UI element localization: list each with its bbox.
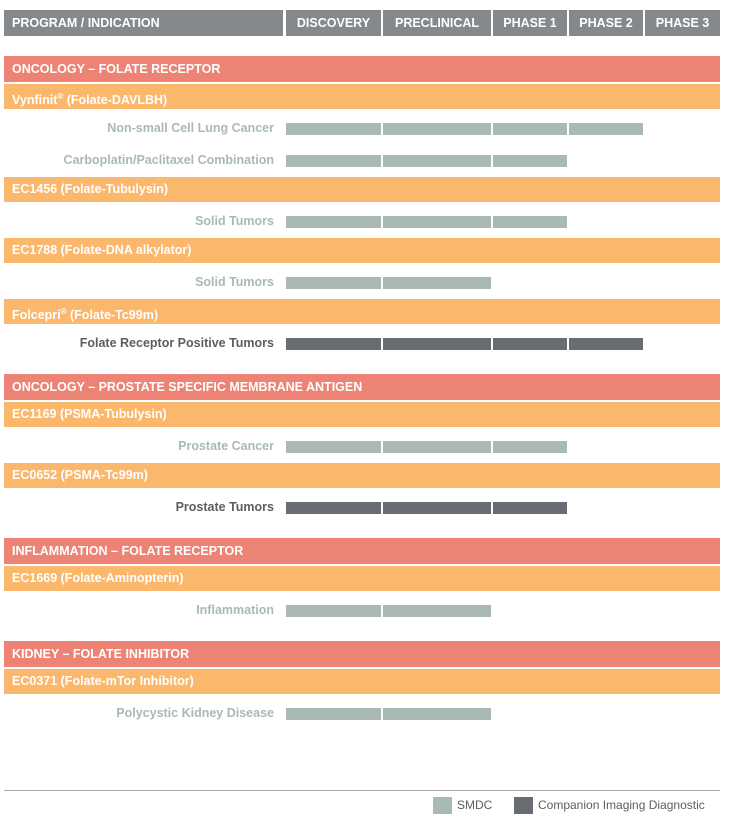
bar-stage-divider [381, 155, 383, 167]
bar-stage-divider [491, 155, 493, 167]
bar-stage-divider [381, 123, 383, 135]
progress-bar [286, 277, 491, 289]
legend-divider [4, 790, 720, 791]
bar-stage-divider [491, 502, 493, 514]
progress-bar [286, 502, 567, 514]
indication-label: Inflammation [196, 603, 274, 617]
bar-stage-divider [381, 708, 383, 720]
bar-stage-divider [381, 441, 383, 453]
category-band: ONCOLOGY – PROSTATE SPECIFIC MEMBRANE AN… [4, 374, 720, 400]
legend-swatch [514, 797, 533, 814]
bar-stage-divider [381, 216, 383, 228]
progress-bar [286, 338, 643, 350]
program-name: EC1669 (Folate-Aminopterin) [12, 571, 184, 585]
bar-stage-divider [381, 605, 383, 617]
indication-label: Solid Tumors [195, 275, 274, 289]
legend-swatch [433, 797, 452, 814]
program-band: EC1788 (Folate-DNA alkylator) [4, 238, 720, 263]
registered-mark: ® [57, 92, 64, 101]
indication-label: Folate Receptor Positive Tumors [79, 336, 274, 350]
program-band: EC1169 (PSMA-Tubulysin) [4, 402, 720, 427]
progress-bar [286, 605, 491, 617]
bar-stage-divider [567, 338, 569, 350]
progress-bar [286, 155, 567, 167]
bar-stage-divider [381, 277, 383, 289]
bar-stage-divider [567, 123, 569, 135]
indication-label: Prostate Tumors [175, 500, 274, 514]
program-target: (Folate-DAVLBH) [63, 93, 168, 108]
program-name: EC0371 (Folate-mTor Inhibitor) [12, 674, 194, 688]
program-band: Folcepri® (Folate-Tc99m) [4, 299, 720, 324]
progress-bar [286, 123, 643, 135]
indication-label: Non-small Cell Lung Cancer [107, 121, 274, 135]
header-stage-discovery: DISCOVERY [286, 10, 381, 36]
program-name: EC1456 (Folate-Tubulysin) [12, 182, 169, 196]
indication-label: Carboplatin/Paclitaxel Combination [63, 153, 274, 167]
category-band: INFLAMMATION – FOLATE RECEPTOR [4, 538, 720, 564]
bar-stage-divider [381, 338, 383, 350]
header-stage-preclinical: PRECLINICAL [383, 10, 491, 36]
registered-mark: ® [60, 307, 67, 316]
program-band: EC0371 (Folate-mTor Inhibitor) [4, 669, 720, 694]
header-stage-phase-2: PHASE 2 [569, 10, 643, 36]
header-program-indication: PROGRAM / INDICATION [4, 10, 283, 36]
bar-stage-divider [491, 441, 493, 453]
progress-bar [286, 441, 567, 453]
program-name: Folcepri [12, 308, 61, 323]
progress-bar [286, 216, 567, 228]
program-band: EC0652 (PSMA-Tc99m) [4, 463, 720, 488]
program-name: EC1788 (Folate-DNA alkylator) [12, 243, 192, 257]
bar-stage-divider [491, 338, 493, 350]
indication-label: Polycystic Kidney Disease [116, 706, 274, 720]
program-name: EC0652 (PSMA-Tc99m) [12, 468, 148, 482]
indication-label: Prostate Cancer [178, 439, 274, 453]
progress-bar [286, 708, 491, 720]
header-stage-phase-3: PHASE 3 [645, 10, 720, 36]
program-band: EC1456 (Folate-Tubulysin) [4, 177, 720, 202]
bar-stage-divider [491, 216, 493, 228]
program-target: (Folate-Tc99m) [66, 308, 158, 323]
legend-label: SMDC [457, 798, 493, 812]
legend-label: Companion Imaging Diagnostic [538, 798, 705, 812]
bar-stage-divider [491, 123, 493, 135]
program-name: Vynfinit [12, 93, 58, 108]
bar-stage-divider [381, 502, 383, 514]
header-stage-phase-1: PHASE 1 [493, 10, 567, 36]
program-band: EC1669 (Folate-Aminopterin) [4, 566, 720, 591]
program-name: EC1169 (PSMA-Tubulysin) [12, 407, 167, 421]
category-band: ONCOLOGY – FOLATE RECEPTOR [4, 56, 720, 82]
program-band: Vynfinit® (Folate-DAVLBH) [4, 84, 720, 109]
indication-label: Solid Tumors [195, 214, 274, 228]
category-band: KIDNEY – FOLATE INHIBITOR [4, 641, 720, 667]
